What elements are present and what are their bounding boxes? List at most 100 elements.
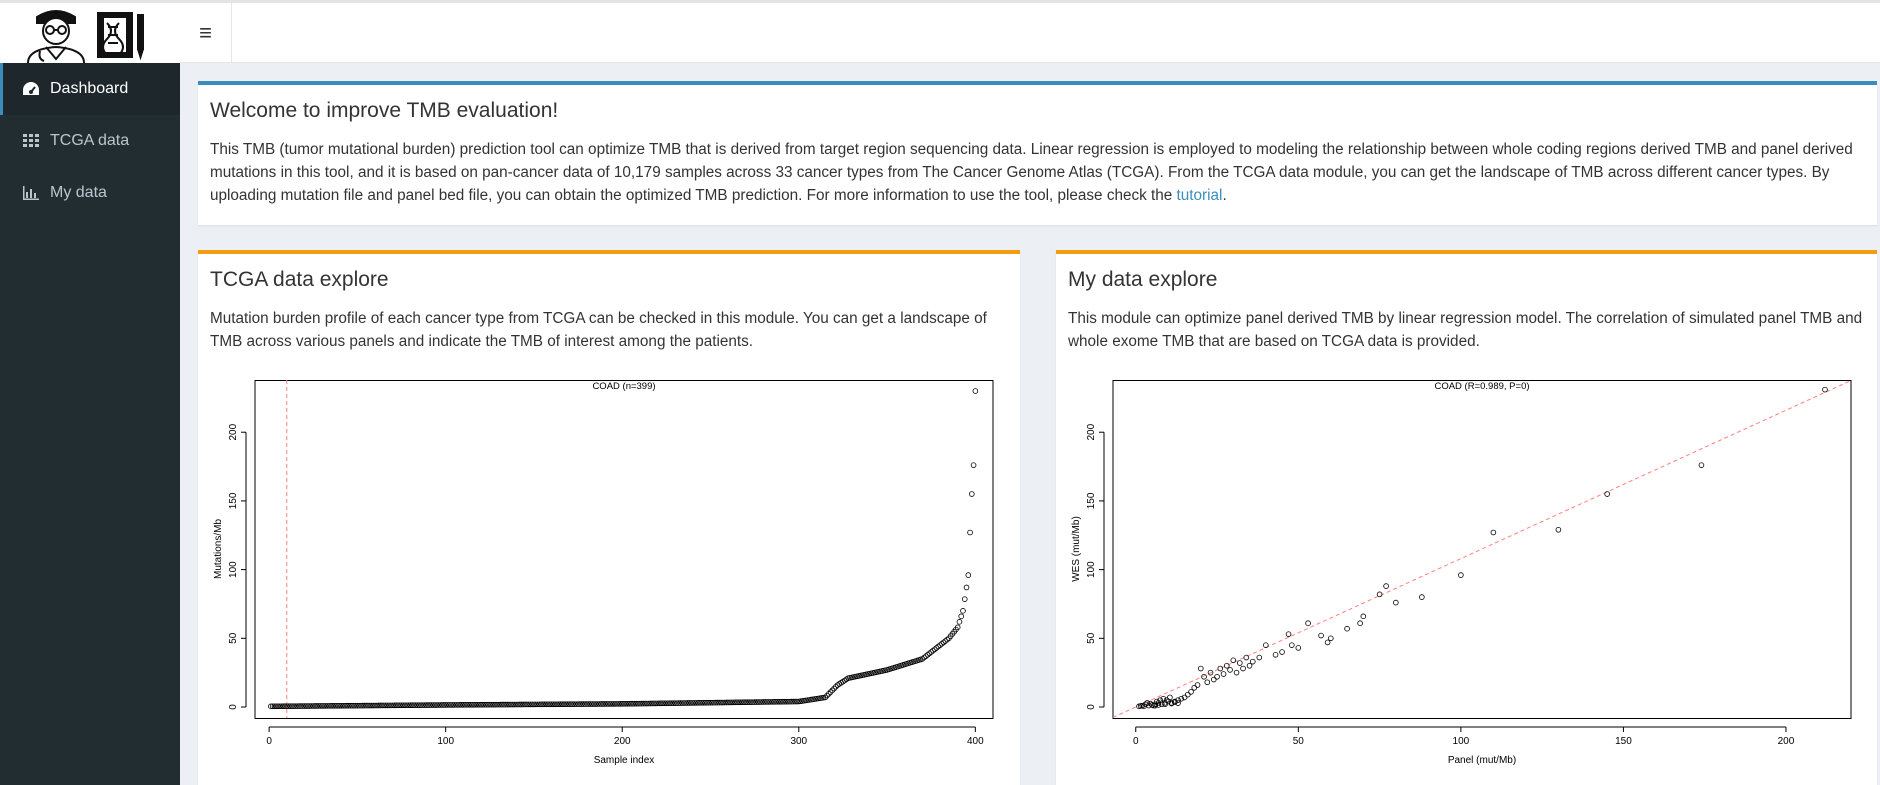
- y-tick-label: 50: [228, 632, 239, 644]
- tcga-box: TCGA data explore Mutation burden profil…: [198, 250, 1020, 785]
- data-point: [1220, 671, 1227, 677]
- data-point: [335, 702, 341, 709]
- data-point: [728, 699, 735, 706]
- x-tick-label: 0: [1133, 736, 1139, 747]
- data-point: [1194, 682, 1201, 688]
- data-point: [449, 702, 456, 708]
- tutorial-link[interactable]: tutorial: [1176, 187, 1223, 204]
- data-point: [396, 702, 403, 709]
- data-point: [435, 702, 442, 708]
- data-point: [1318, 632, 1324, 639]
- data-point: [658, 700, 664, 707]
- data-point: [303, 703, 310, 709]
- sidebar-item-label: TCGA data: [50, 132, 130, 149]
- data-point: [792, 698, 799, 705]
- data-point: [693, 700, 700, 706]
- y-axis-label: WES (mut/Mb): [1071, 516, 1082, 582]
- data-point: [1188, 689, 1194, 695]
- data-point: [1197, 665, 1204, 672]
- data-point: [826, 691, 832, 697]
- x-tick-label: 100: [437, 736, 454, 747]
- data-point: [564, 701, 571, 707]
- data-point: [539, 701, 546, 708]
- data-point: [665, 700, 671, 707]
- data-point: [829, 687, 836, 694]
- sidebar-item-dashboard[interactable]: Dashboard: [0, 63, 180, 115]
- data-point: [1204, 679, 1211, 686]
- y-tick-label: 150: [1086, 492, 1097, 509]
- data-point: [421, 702, 428, 708]
- data-point: [730, 699, 737, 706]
- data-point: [504, 701, 511, 708]
- data-point: [524, 701, 530, 708]
- data-point: [972, 388, 979, 394]
- data-point: [670, 700, 677, 706]
- sidebar-item-my-data[interactable]: My data: [0, 167, 180, 219]
- y-tick-label: 100: [1086, 561, 1097, 578]
- data-point: [405, 702, 412, 709]
- sidebar-toggle-button[interactable]: ≡: [180, 3, 232, 63]
- data-point: [702, 699, 709, 706]
- data-point: [684, 700, 691, 706]
- data-point: [532, 701, 539, 708]
- data-point: [762, 699, 769, 705]
- data-point: [469, 701, 475, 708]
- data-point: [366, 702, 373, 709]
- data-point: [276, 703, 283, 710]
- data-point: [292, 703, 299, 709]
- data-point: [640, 700, 647, 707]
- data-point: [492, 701, 498, 708]
- data-point: [319, 703, 325, 709]
- data-point: [787, 698, 793, 705]
- data-point: [375, 702, 382, 709]
- data-point: [328, 703, 334, 709]
- data-point: [711, 699, 717, 706]
- app-logo[interactable]: [0, 3, 180, 64]
- data-point: [790, 698, 797, 705]
- x-tick-label: 0: [266, 736, 272, 747]
- data-point: [721, 699, 728, 706]
- data-point: [748, 699, 754, 705]
- data-point: [554, 701, 560, 708]
- data-point: [501, 701, 507, 708]
- data-point: [395, 702, 401, 709]
- mydata-box: My data explore This module can optimize…: [1056, 250, 1877, 785]
- data-point: [552, 701, 558, 708]
- data-point: [930, 647, 936, 654]
- data-point: [1263, 642, 1269, 648]
- y-tick-label: 0: [1086, 704, 1097, 710]
- data-point: [1256, 654, 1263, 661]
- data-point: [686, 700, 693, 706]
- data-point: [690, 700, 696, 706]
- data-point: [462, 702, 468, 708]
- data-point: [713, 699, 719, 706]
- data-point: [1217, 665, 1224, 672]
- data-point: [559, 701, 566, 708]
- data-point: [354, 702, 361, 709]
- x-axis-label: Sample index: [594, 755, 655, 766]
- data-point: [467, 701, 474, 708]
- x-tick-label: 300: [790, 736, 807, 747]
- data-point: [508, 701, 514, 708]
- data-point: [709, 699, 716, 706]
- x-tick-label: 400: [967, 736, 984, 747]
- data-point: [755, 699, 761, 705]
- data-point: [1555, 526, 1562, 533]
- data-point: [536, 701, 543, 708]
- data-point: [626, 700, 633, 707]
- data-point: [495, 701, 502, 708]
- data-point: [1383, 583, 1389, 589]
- data-point: [1227, 667, 1233, 673]
- data-point: [591, 701, 597, 707]
- data-point: [600, 701, 606, 707]
- data-point: [960, 608, 966, 614]
- data-point: [691, 700, 698, 706]
- data-point: [432, 702, 438, 708]
- data-point: [331, 703, 338, 709]
- regression-line: [1112, 380, 1853, 718]
- data-point: [649, 700, 656, 707]
- data-point: [967, 529, 973, 536]
- sidebar-item-tcga-data[interactable]: TCGA data: [0, 115, 180, 167]
- data-point: [543, 701, 550, 708]
- data-point: [275, 703, 281, 710]
